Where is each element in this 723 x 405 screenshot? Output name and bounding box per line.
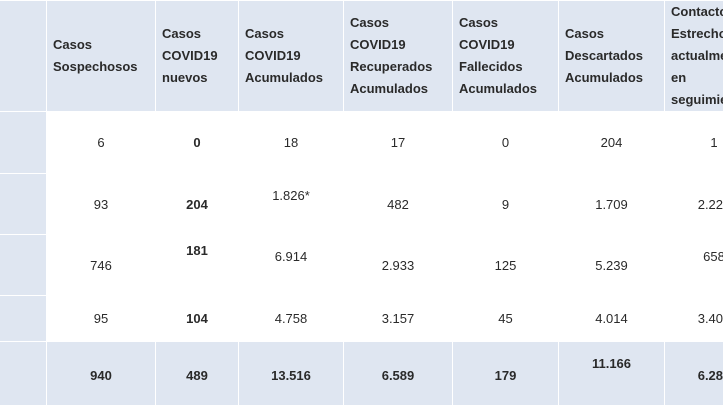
total-label: tal but: [0, 341, 47, 405]
cell-nuevos: 204: [155, 173, 239, 235]
header-casos-acumulados: Casos COVID19 Acumulados: [238, 0, 344, 112]
region-cell: P. uel: [0, 111, 47, 174]
cell-recuperados: 2.933: [343, 234, 453, 296]
table-row: C. lavia 746 181 6.914 2.933 125 5.239 6…: [0, 234, 723, 296]
cell-fallecidos: 125: [452, 234, 559, 296]
header-casos-fallecidos: Casos COVID19 Fallecidos Acumulados: [452, 0, 559, 112]
cell-fallecidos: 45: [452, 295, 559, 342]
total-contactos: 6.287: [664, 341, 723, 405]
header-casos-descartados: Casos Descartados Acumulados: [558, 0, 665, 112]
table-row: P. uel 6 0 18 17 0 204 1: [0, 111, 723, 174]
header-casos-nuevos: Casos COVID19 nuevos: [155, 0, 239, 112]
total-descartados: 11.166: [558, 341, 665, 405]
total-fallecidos: 179: [452, 341, 559, 405]
region-cell: P. ew: [0, 173, 47, 235]
total-row: tal but 940 489 13.516 6.589 179 11.166 …: [0, 341, 723, 405]
header-casos-recuperados: Casos COVID19 Recuperados Acumulados: [343, 0, 453, 112]
cell-descartados: 4.014: [558, 295, 665, 342]
table-row: P. ew 93 204 1.826* 482 9 1.709 2.224: [0, 173, 723, 235]
cell-nuevos: 104: [155, 295, 239, 342]
cell-sospechosos: 95: [46, 295, 156, 342]
region-cell: P. rte: [0, 295, 47, 342]
cell-acumulados: 4.758: [238, 295, 344, 342]
cell-acumulados: 1.826*: [238, 173, 344, 235]
total-recuperados: 6.589: [343, 341, 453, 405]
cell-descartados: 1.709: [558, 173, 665, 235]
cell-acumulados: 6.914: [238, 234, 344, 296]
cell-recuperados: 482: [343, 173, 453, 235]
cell-fallecidos: 0: [452, 111, 559, 174]
cell-acumulados: 18: [238, 111, 344, 174]
cell-fallecidos: 9: [452, 173, 559, 235]
cell-sospechosos: 93: [46, 173, 156, 235]
region-cell: C. lavia: [0, 234, 47, 296]
cell-descartados: 5.239: [558, 234, 665, 296]
cell-nuevos: 181: [155, 234, 239, 296]
table-row: P. rte 95 104 4.758 3.157 45 4.014 3.404: [0, 295, 723, 342]
cell-descartados: 204: [558, 111, 665, 174]
cell-sospechosos: 746: [46, 234, 156, 296]
cell-contactos: 1: [664, 111, 723, 174]
header-casos-sospechosos: Casos Sospechosos: [46, 0, 156, 112]
cell-contactos: 2.224: [664, 173, 723, 235]
cell-sospechosos: 6: [46, 111, 156, 174]
cell-nuevos: 0: [155, 111, 239, 174]
cell-contactos: 3.404: [664, 295, 723, 342]
cell-contactos: 658: [664, 234, 723, 296]
total-acumulados: 13.516: [238, 341, 344, 405]
cell-recuperados: 3.157: [343, 295, 453, 342]
header-row: Casos Sospechosos Casos COVID19 nuevos C…: [0, 0, 723, 112]
total-sospechosos: 940: [46, 341, 156, 405]
total-nuevos: 489: [155, 341, 239, 405]
cell-recuperados: 17: [343, 111, 453, 174]
header-contactos-estrechos: Contactos Estrechos actualmente en segui…: [664, 0, 723, 112]
header-region: [0, 0, 47, 112]
